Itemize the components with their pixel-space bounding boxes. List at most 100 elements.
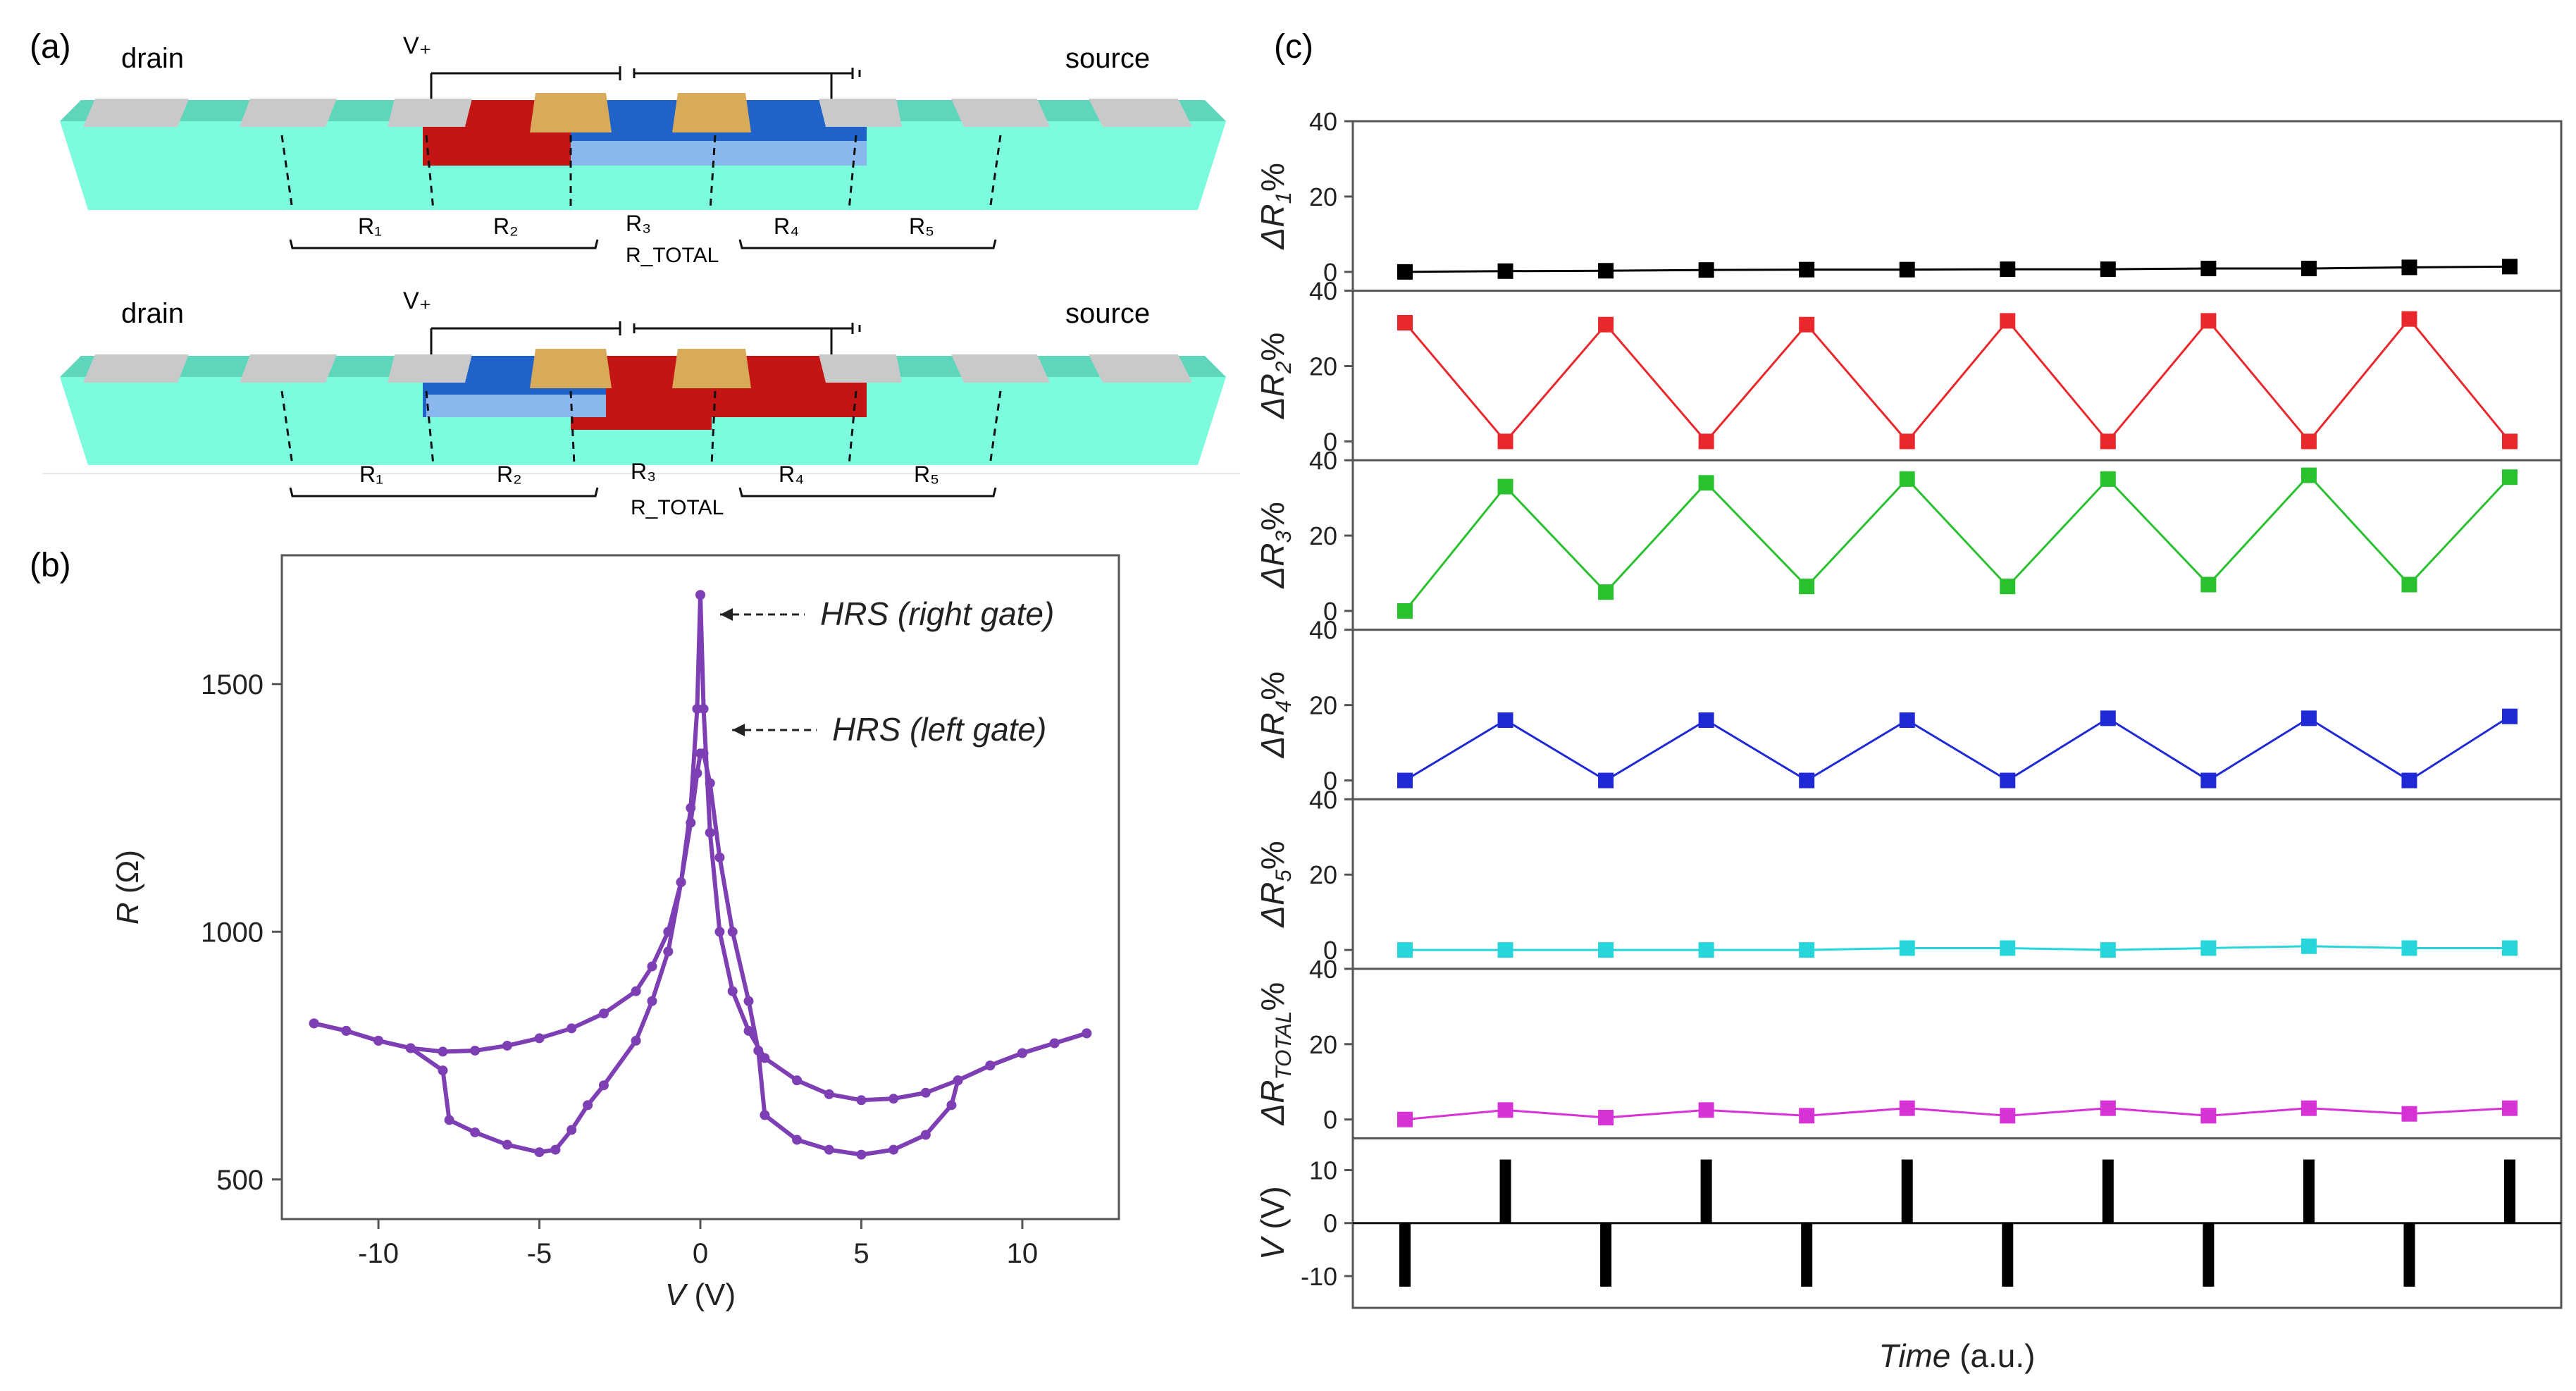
annotation-arrowhead: [732, 724, 745, 736]
series-marker: [2401, 259, 2417, 276]
sweep-point: [727, 927, 738, 937]
series-line-5: [1405, 945, 2510, 951]
voltage-pulse: [1700, 1159, 1712, 1223]
sweep-point: [727, 986, 738, 996]
sweep-point: [695, 590, 705, 600]
series-marker: [2000, 261, 2016, 278]
contact-2: [240, 354, 337, 383]
voltage-pulse: [2102, 1159, 2114, 1223]
series-line-1: [1404, 265, 2510, 273]
x-tick-label: 0: [693, 1238, 708, 1269]
series-marker: [2401, 772, 2417, 789]
sweep-point: [714, 927, 725, 937]
panel-label-c: (c): [1274, 28, 1313, 66]
sweep-point: [534, 1033, 545, 1044]
contact-1: [83, 354, 189, 383]
y-tick-label: 40: [1309, 107, 1337, 136]
sweep-point: [405, 1043, 416, 1053]
sweep-point: [946, 1100, 957, 1111]
y-tick-label: 0: [1323, 1106, 1337, 1135]
gate-left: [530, 93, 612, 132]
series-marker: [1698, 475, 1714, 491]
sweep-point: [534, 1147, 545, 1158]
sweep-point: [309, 1018, 319, 1029]
y-tick-label: 40: [1309, 446, 1337, 475]
contact-6: [1089, 354, 1192, 383]
sweep-point: [647, 996, 657, 1006]
subplot-y-label: ΔRTOTAL%: [1254, 982, 1296, 1126]
voltage-pulse: [2203, 1223, 2215, 1287]
y-tick-label: 0: [1323, 936, 1337, 965]
series-marker: [2301, 710, 2317, 727]
sweep-point: [502, 1040, 512, 1051]
series-marker: [1799, 1108, 1815, 1124]
x-tick-label: 10: [1007, 1238, 1039, 1269]
series-marker: [1899, 712, 1915, 729]
series-marker: [1799, 942, 1815, 958]
sweep-point: [598, 1080, 609, 1091]
series-marker: [2401, 311, 2417, 327]
series-marker: [2200, 313, 2217, 329]
voltage-pulse: [2403, 1223, 2415, 1287]
voltage-pulse: [2303, 1159, 2315, 1223]
sweep-point: [647, 961, 657, 972]
subplot-y-label: V (V): [1254, 1186, 1291, 1260]
drain-label-top: drain: [121, 43, 184, 74]
panel-label-b: (b): [30, 547, 71, 584]
r5-label-bottom: R₅: [914, 462, 939, 487]
series-marker: [1598, 772, 1614, 789]
series-marker: [2502, 708, 2518, 724]
contact-3: [388, 354, 472, 383]
r4-label-bottom: R₄: [779, 462, 804, 487]
sweep-point: [663, 946, 674, 957]
sweep-point: [598, 1008, 609, 1019]
series-marker: [2502, 469, 2518, 486]
y-tick-label: 0: [1323, 1209, 1337, 1238]
series-marker: [1497, 1102, 1513, 1118]
sweep-point: [856, 1149, 867, 1160]
series-marker: [2502, 1100, 2518, 1116]
resistance-voltage-plot: -10 -5 0 5 10 500 1000 1500 V (V) R (Ω) HRS (right…: [111, 554, 1120, 1312]
y-tick-label: 20: [1309, 1030, 1337, 1059]
sweep-point: [470, 1045, 481, 1056]
sweep-point: [888, 1144, 899, 1155]
source-label-bottom: source: [1065, 298, 1150, 329]
sweep-point: [1082, 1028, 1092, 1039]
sweep-point: [824, 1089, 834, 1099]
sweep-point: [444, 1115, 454, 1125]
r1-label-bottom: R₁: [359, 462, 383, 487]
series-marker: [2000, 1108, 2016, 1124]
y-tick-label: 0: [1323, 258, 1337, 287]
sweep-point: [714, 852, 725, 863]
r5-label-top: R₅: [909, 214, 934, 239]
series-line-2: [1404, 317, 2511, 443]
series-marker: [2301, 467, 2317, 483]
contact-4: [819, 99, 902, 127]
sweep-line-1: [314, 595, 1088, 1103]
sweep-point: [341, 1025, 352, 1036]
resistance-change-time-plot: 0 20 40 ΔR1% 0 20 40 ΔR2% 0 20 40 ΔR3% 0 20 40 ΔR4% 0 20 4…: [1254, 107, 2563, 1374]
sweep-point: [920, 1087, 931, 1098]
contact-6: [1089, 99, 1192, 127]
series-line-6: [1404, 1107, 2510, 1121]
series-marker: [2200, 1108, 2217, 1124]
y-axis-label: R (Ω): [111, 850, 145, 925]
sweep-point: [470, 1127, 481, 1137]
subplot-y-label: ΔR5%: [1254, 841, 1296, 927]
series-marker: [1698, 942, 1714, 958]
sweep-point: [705, 827, 715, 838]
sweep-point: [985, 1061, 996, 1071]
series-marker: [2100, 710, 2116, 727]
series-marker: [1899, 940, 1915, 956]
sweep-point: [1017, 1048, 1027, 1058]
series-marker: [2200, 261, 2217, 277]
y-tick-label: 20: [1309, 860, 1337, 889]
gate-right: [672, 93, 751, 132]
contact-3: [388, 99, 472, 127]
voltage-pulse: [1901, 1159, 1913, 1223]
gate-left: [530, 349, 612, 388]
sweep-point: [631, 1035, 641, 1046]
series-marker: [1698, 262, 1714, 278]
sweep-point: [550, 1144, 561, 1155]
sweep-point: [792, 1075, 803, 1086]
